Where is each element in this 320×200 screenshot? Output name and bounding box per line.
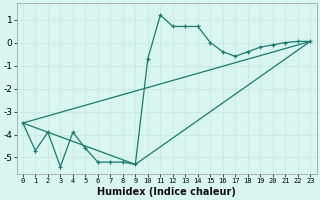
X-axis label: Humidex (Indice chaleur): Humidex (Indice chaleur) (97, 187, 236, 197)
